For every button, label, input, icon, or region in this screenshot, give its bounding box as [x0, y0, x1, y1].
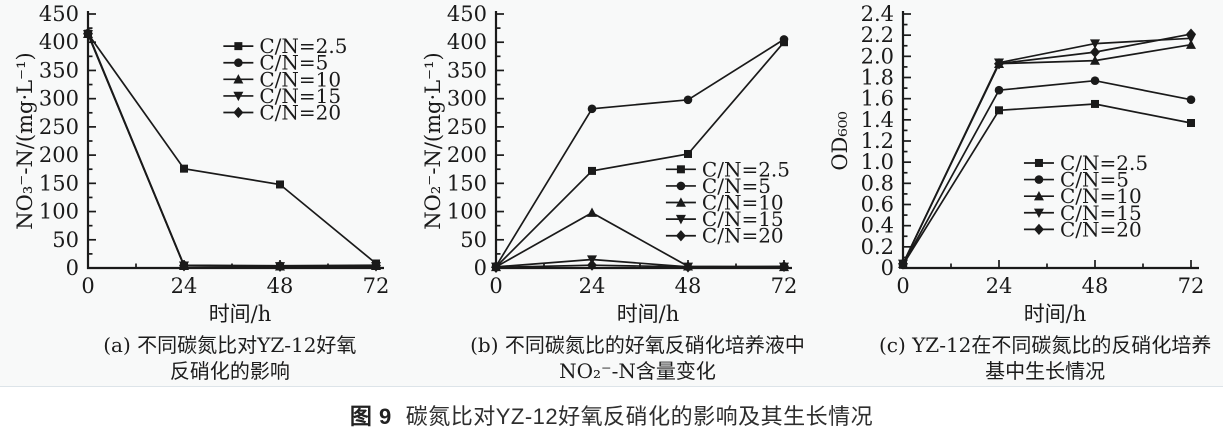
svg-text:100: 100: [39, 200, 79, 224]
svg-text:200: 200: [39, 143, 79, 167]
svg-text:OD₆₀₀: OD₆₀₀: [828, 111, 852, 170]
svg-text:1.0: 1.0: [861, 150, 894, 174]
svg-text:时间/h: 时间/h: [209, 302, 272, 326]
svg-text:150: 150: [447, 171, 487, 195]
chart-c-od600-line-chart: 00.20.40.60.81.01.21.41.61.82.02.22.4 0 24…: [828, 2, 1205, 326]
svg-text:0.8: 0.8: [861, 171, 894, 195]
svg-text:72: 72: [363, 274, 390, 298]
svg-text:48: 48: [674, 274, 701, 298]
panel-c-caption-line1: (c) YZ-12在不同碳氮比的反硝化培养: [878, 333, 1212, 357]
svg-text:50: 50: [460, 228, 487, 252]
svg-text:350: 350: [39, 58, 79, 82]
svg-text:2.4: 2.4: [861, 2, 894, 26]
svg-text:0: 0: [473, 256, 486, 280]
panel-a-caption-line1: (a) 不同碳氮比对YZ-12好氧: [103, 333, 357, 357]
panel-c-caption: (c) YZ-12在不同碳氮比的反硝化培养 基中生长情况: [815, 332, 1223, 384]
svg-text:400: 400: [447, 30, 487, 54]
panel-a: 0 50 100 150 200 250 300 350 400 450 0 24 48 72 NO₃⁻-N…: [0, 0, 408, 386]
svg-text:1.4: 1.4: [861, 108, 894, 132]
svg-text:C/N=5: C/N=5: [259, 51, 328, 75]
figure-title-area: 图 9 碳氮比对YZ-12好氧反硝化的影响及其生长情况: [0, 387, 1223, 443]
svg-text:350: 350: [447, 58, 487, 82]
svg-text:C/N=10: C/N=10: [259, 67, 341, 91]
svg-text:C/N=5: C/N=5: [702, 174, 771, 198]
svg-text:48: 48: [1082, 274, 1109, 298]
panel-b-caption-line1: (b) 不同碳氮比的好氧反硝化培养液中: [470, 333, 805, 357]
svg-text:2.0: 2.0: [861, 44, 894, 68]
figure-title: 图 9 碳氮比对YZ-12好氧反硝化的影响及其生长情况: [350, 399, 873, 431]
svg-text:300: 300: [447, 87, 487, 111]
svg-text:1.6: 1.6: [861, 87, 894, 111]
svg-text:时间/h: 时间/h: [1024, 302, 1087, 326]
svg-text:50: 50: [52, 228, 79, 252]
figure-number-label: 图 9: [349, 404, 392, 429]
svg-text:72: 72: [1178, 274, 1205, 298]
svg-text:0: 0: [66, 256, 79, 280]
svg-text:C/N=20: C/N=20: [259, 101, 341, 125]
svg-text:C/N=20: C/N=20: [1060, 217, 1142, 241]
svg-text:C/N=2.5: C/N=2.5: [702, 157, 790, 181]
figure-title-text: 碳氮比对YZ-12好氧反硝化的影响及其生长情况: [405, 404, 874, 429]
svg-text:100: 100: [447, 200, 487, 224]
svg-text:0: 0: [489, 274, 502, 298]
svg-text:150: 150: [39, 171, 79, 195]
svg-text:0.4: 0.4: [861, 214, 894, 238]
svg-text:C/N=2.5: C/N=2.5: [259, 34, 347, 58]
figure-panels-area: 0 50 100 150 200 250 300 350 400 450 0 24 48 72 NO₃⁻-N…: [0, 0, 1223, 387]
panel-b-caption: (b) 不同碳氮比的好氧反硝化培养液中 NO₂⁻-N含量变化: [408, 332, 816, 384]
svg-text:24: 24: [171, 274, 198, 298]
svg-text:时间/h: 时间/h: [616, 302, 679, 326]
panel-c: 0 0.2 0.4 0.6 0.8 1.0 1.2 1.4 1.6 1.8 2.0 2.2 2.4 0 24…: [815, 0, 1223, 386]
svg-text:450: 450: [447, 2, 487, 26]
svg-text:NO₃⁻-N/(mg·L⁻¹): NO₃⁻-N/(mg·L⁻¹): [13, 52, 37, 230]
panel-b: 0 50 100 150 200 250 300 350 400 450 0 24 48 72 NO₂⁻-N…: [408, 0, 816, 386]
svg-text:0: 0: [881, 256, 894, 280]
svg-text:C/N=15: C/N=15: [702, 207, 784, 231]
panel-c-caption-line2: 基中生长情况: [985, 359, 1106, 383]
svg-text:C/N=15: C/N=15: [259, 84, 341, 108]
svg-text:0.2: 0.2: [861, 235, 894, 259]
svg-text:C/N=10: C/N=10: [702, 191, 784, 215]
panel-a-caption: (a) 不同碳氮比对YZ-12好氧 反硝化的影响: [0, 332, 408, 384]
svg-text:2.2: 2.2: [861, 23, 894, 47]
svg-text:250: 250: [39, 115, 79, 139]
panel-b-caption-line2: NO₂⁻-N含量变化: [559, 359, 716, 383]
svg-text:C/N=20: C/N=20: [702, 224, 784, 248]
svg-text:48: 48: [267, 274, 294, 298]
svg-text:72: 72: [770, 274, 797, 298]
svg-text:24: 24: [986, 274, 1013, 298]
svg-text:C/N=10: C/N=10: [1060, 184, 1142, 208]
svg-text:0: 0: [897, 274, 910, 298]
svg-text:400: 400: [39, 30, 79, 54]
svg-text:NO₂⁻-N/(mg·L⁻¹): NO₂⁻-N/(mg·L⁻¹): [421, 52, 445, 230]
svg-text:1.8: 1.8: [861, 66, 894, 90]
svg-text:0.6: 0.6: [861, 193, 894, 217]
svg-text:250: 250: [447, 115, 487, 139]
panel-a-caption-line2: 反硝化的影响: [169, 359, 290, 383]
svg-text:24: 24: [578, 274, 605, 298]
svg-text:0: 0: [81, 274, 94, 298]
svg-text:C/N=5: C/N=5: [1060, 168, 1129, 192]
svg-text:300: 300: [39, 87, 79, 111]
svg-text:450: 450: [39, 2, 79, 26]
svg-text:200: 200: [447, 143, 487, 167]
svg-text:C/N=2.5: C/N=2.5: [1060, 151, 1148, 175]
svg-text:1.2: 1.2: [861, 129, 894, 153]
svg-text:C/N=15: C/N=15: [1060, 201, 1142, 225]
